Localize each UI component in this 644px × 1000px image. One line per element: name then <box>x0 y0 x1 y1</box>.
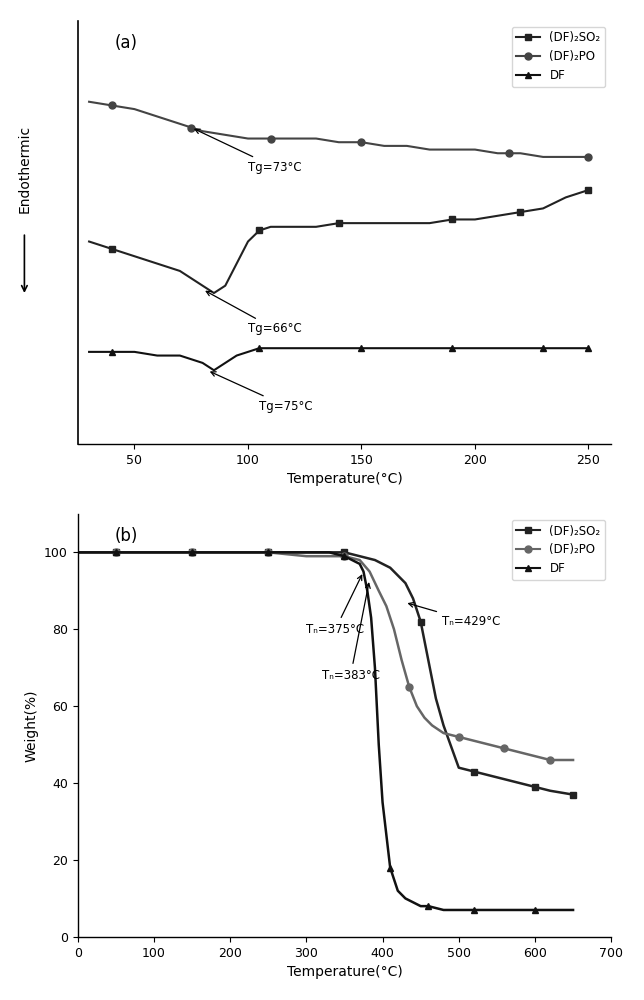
Text: (a): (a) <box>115 34 138 52</box>
Line: (DF)₂SO₂: (DF)₂SO₂ <box>108 187 592 252</box>
(DF)₂PO <box>187 122 195 134</box>
DF <box>585 342 592 354</box>
(DF)₂PO <box>455 731 462 743</box>
(DF)₂SO₂ <box>516 206 524 218</box>
Text: Tg=73°C: Tg=73°C <box>195 129 301 174</box>
DF <box>256 342 263 354</box>
(DF)₂SO₂ <box>188 546 196 558</box>
(DF)₂SO₂ <box>256 224 263 236</box>
DF <box>424 900 432 912</box>
Text: Tₙ=383°C: Tₙ=383°C <box>321 583 379 682</box>
(DF)₂PO <box>188 546 196 558</box>
(DF)₂PO <box>357 136 365 148</box>
Line: DF: DF <box>112 549 538 913</box>
(DF)₂PO <box>341 550 348 562</box>
(DF)₂SO₂ <box>585 184 592 196</box>
(DF)₂PO <box>112 546 120 558</box>
(DF)₂SO₂ <box>417 616 424 628</box>
(DF)₂PO <box>267 133 274 145</box>
Y-axis label: Weight(%): Weight(%) <box>24 689 39 762</box>
Text: Tₙ=429°C: Tₙ=429°C <box>409 603 500 628</box>
Legend: (DF)₂SO₂, (DF)₂PO, DF: (DF)₂SO₂, (DF)₂PO, DF <box>511 27 605 87</box>
(DF)₂SO₂ <box>341 546 348 558</box>
(DF)₂SO₂ <box>569 789 577 801</box>
DF <box>448 342 456 354</box>
DF <box>108 346 116 358</box>
DF <box>188 546 196 558</box>
(DF)₂SO₂ <box>531 781 539 793</box>
DF <box>470 904 478 916</box>
DF <box>386 862 394 874</box>
(DF)₂SO₂ <box>108 243 116 255</box>
(DF)₂PO <box>108 99 116 111</box>
(DF)₂SO₂ <box>448 213 456 225</box>
(DF)₂PO <box>500 742 508 754</box>
DF <box>265 546 272 558</box>
(DF)₂PO <box>546 754 554 766</box>
DF <box>341 550 348 562</box>
Text: Endothermic: Endothermic <box>17 125 32 213</box>
DF <box>539 342 547 354</box>
X-axis label: Temperature(°C): Temperature(°C) <box>287 472 402 486</box>
DF <box>357 342 365 354</box>
Text: Tg=75°C: Tg=75°C <box>211 372 313 413</box>
(DF)₂PO <box>585 151 592 163</box>
(DF)₂SO₂ <box>470 766 478 778</box>
(DF)₂SO₂ <box>112 546 120 558</box>
Text: (b): (b) <box>115 527 138 545</box>
X-axis label: Temperature(°C): Temperature(°C) <box>287 965 402 979</box>
(DF)₂SO₂ <box>265 546 272 558</box>
Text: Tₙ=375°C: Tₙ=375°C <box>307 575 365 636</box>
(DF)₂PO <box>265 546 272 558</box>
(DF)₂SO₂ <box>335 217 343 229</box>
(DF)₂PO <box>505 147 513 159</box>
(DF)₂PO <box>405 681 413 693</box>
DF <box>531 904 539 916</box>
Line: DF: DF <box>108 345 592 355</box>
Line: (DF)₂PO: (DF)₂PO <box>112 549 554 763</box>
Line: (DF)₂SO₂: (DF)₂SO₂ <box>112 549 576 798</box>
Line: (DF)₂PO: (DF)₂PO <box>108 102 592 160</box>
Text: Tg=66°C: Tg=66°C <box>206 291 302 335</box>
Legend: (DF)₂SO₂, (DF)₂PO, DF: (DF)₂SO₂, (DF)₂PO, DF <box>511 520 605 580</box>
DF <box>112 546 120 558</box>
